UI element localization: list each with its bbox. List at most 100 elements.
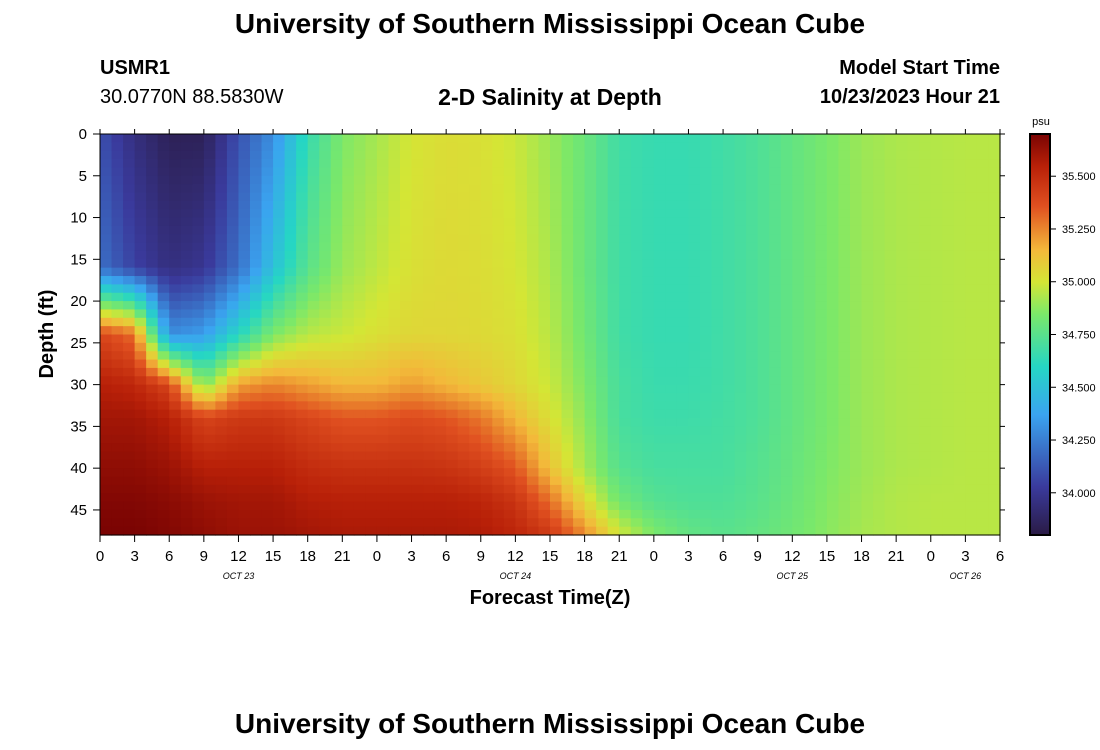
heatmap-cell bbox=[250, 476, 263, 486]
heatmap-cell bbox=[423, 267, 436, 277]
heatmap-cell bbox=[988, 401, 1001, 411]
heatmap-cell bbox=[388, 484, 401, 494]
heatmap-cell bbox=[342, 267, 355, 277]
heatmap-cell bbox=[803, 426, 816, 436]
heatmap-cell bbox=[215, 468, 228, 478]
heatmap-cell bbox=[700, 234, 713, 244]
heatmap-cell bbox=[203, 367, 216, 377]
heatmap-cell bbox=[157, 468, 170, 478]
heatmap-cell bbox=[376, 468, 390, 478]
heatmap-cell bbox=[642, 351, 655, 361]
heatmap-cell bbox=[342, 418, 355, 427]
heatmap-cell bbox=[400, 209, 413, 219]
heatmap-cell bbox=[873, 317, 886, 327]
heatmap-cell bbox=[250, 234, 263, 244]
heatmap-cell bbox=[446, 276, 459, 285]
heatmap-cell bbox=[307, 150, 320, 160]
heatmap-cell bbox=[630, 209, 643, 219]
heatmap-cell bbox=[873, 334, 886, 344]
x-tick-label: 12 bbox=[230, 548, 247, 565]
heatmap-cell bbox=[919, 359, 932, 369]
heatmap-cell bbox=[353, 426, 366, 436]
heatmap-cell bbox=[296, 225, 309, 235]
heatmap-cell bbox=[400, 159, 413, 169]
heatmap-cell bbox=[192, 150, 205, 160]
heatmap-cell bbox=[953, 292, 966, 302]
heatmap-cell bbox=[296, 401, 309, 411]
heatmap-cell bbox=[792, 276, 805, 285]
heatmap-cell bbox=[342, 359, 355, 369]
heatmap-cell bbox=[515, 292, 528, 302]
heatmap-cell bbox=[676, 167, 690, 177]
heatmap-cell bbox=[134, 401, 147, 411]
heatmap-cell bbox=[826, 192, 840, 202]
heatmap-cell bbox=[319, 459, 332, 469]
heatmap-cell bbox=[100, 518, 113, 528]
heatmap-cell bbox=[700, 459, 713, 469]
heatmap-cell bbox=[284, 476, 297, 486]
heatmap-cell bbox=[884, 518, 897, 528]
heatmap-cell bbox=[919, 167, 932, 177]
heatmap-cell bbox=[180, 359, 193, 369]
heatmap-cell bbox=[469, 526, 482, 536]
heatmap-cell bbox=[238, 301, 251, 311]
heatmap-cell bbox=[273, 250, 286, 260]
heatmap-cell bbox=[826, 175, 840, 185]
heatmap-cell bbox=[388, 526, 401, 536]
heatmap-cell bbox=[261, 200, 274, 210]
heatmap-cell bbox=[238, 418, 251, 427]
heatmap-cell bbox=[792, 250, 805, 260]
heatmap-cell bbox=[261, 342, 274, 352]
heatmap-cell bbox=[550, 493, 563, 503]
heatmap-cell bbox=[573, 459, 586, 469]
heatmap-cell bbox=[423, 200, 436, 210]
heatmap-cell bbox=[538, 342, 551, 352]
heatmap-cell bbox=[411, 434, 424, 444]
heatmap-cell bbox=[769, 317, 782, 327]
heatmap-cell bbox=[653, 334, 666, 344]
heatmap-cell bbox=[573, 184, 586, 194]
heatmap-cell bbox=[192, 301, 205, 311]
heatmap-cell bbox=[596, 351, 609, 361]
heatmap-cell bbox=[376, 409, 390, 419]
heatmap-cell bbox=[434, 509, 447, 519]
heatmap-cell bbox=[838, 351, 851, 361]
heatmap-cell bbox=[503, 459, 516, 469]
heatmap-cell bbox=[642, 401, 655, 411]
heatmap-cell bbox=[538, 309, 551, 319]
heatmap-cell bbox=[919, 351, 932, 361]
heatmap-cell bbox=[665, 209, 678, 219]
heatmap-cell bbox=[169, 217, 182, 227]
heatmap-cell bbox=[976, 267, 990, 277]
heatmap-cell bbox=[411, 392, 424, 402]
heatmap-cell bbox=[307, 409, 320, 419]
heatmap-cell bbox=[100, 217, 113, 227]
heatmap-cell bbox=[111, 150, 124, 160]
heatmap-cell bbox=[596, 142, 609, 152]
heatmap-cell bbox=[976, 418, 990, 427]
heatmap-cell bbox=[930, 276, 943, 285]
heatmap-cell bbox=[584, 334, 597, 344]
heatmap-cell bbox=[203, 468, 216, 478]
heatmap-cell bbox=[376, 509, 390, 519]
heatmap-cell bbox=[376, 150, 390, 160]
heatmap-cell bbox=[642, 284, 655, 294]
heatmap-cell bbox=[965, 225, 978, 235]
heatmap-cell bbox=[261, 334, 274, 344]
heatmap-cell bbox=[146, 459, 159, 469]
heatmap-cell bbox=[215, 392, 228, 402]
heatmap-cell bbox=[538, 334, 551, 344]
heatmap-cell bbox=[630, 250, 643, 260]
heatmap-cell bbox=[561, 150, 574, 160]
heatmap-cell bbox=[965, 401, 978, 411]
heatmap-cell bbox=[146, 200, 159, 210]
heatmap-cell bbox=[169, 242, 182, 252]
heatmap-cell bbox=[261, 484, 274, 494]
heatmap-cell bbox=[400, 267, 413, 277]
heatmap-cell bbox=[884, 192, 897, 202]
heatmap-cell bbox=[261, 401, 274, 411]
heatmap-cell bbox=[873, 526, 886, 536]
heatmap-cell bbox=[584, 225, 597, 235]
heatmap-cell bbox=[826, 376, 840, 386]
heatmap-cell bbox=[526, 267, 540, 277]
